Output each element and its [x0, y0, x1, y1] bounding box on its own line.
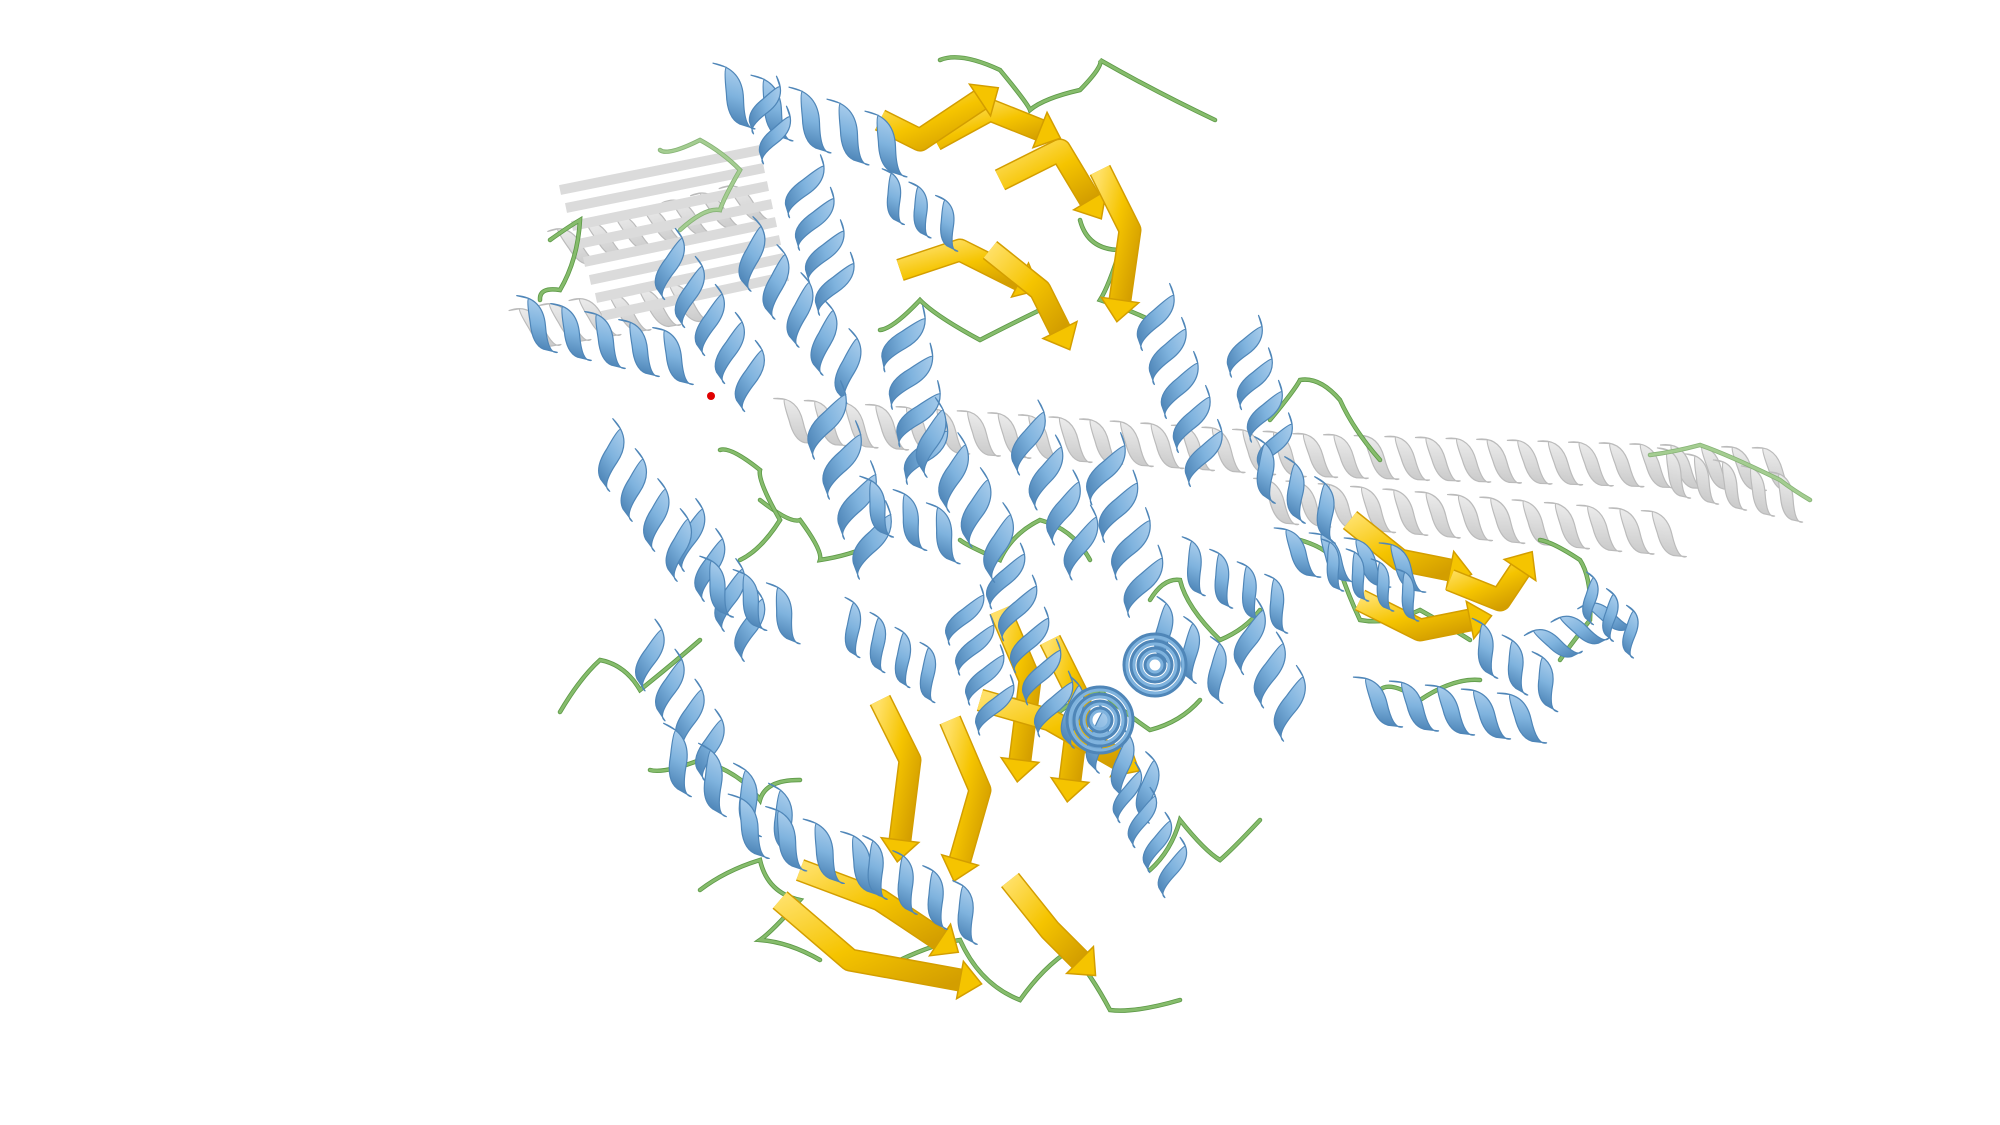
context-loop [1647, 442, 1813, 503]
context-strand [571, 181, 769, 231]
coil-loop [557, 637, 703, 715]
coil-loop [1147, 815, 1263, 873]
alpha-helix [1254, 436, 1336, 544]
beta-strand [1089, 164, 1142, 323]
coil-loop [957, 517, 1093, 563]
alpha-helix [634, 618, 725, 782]
alpha-helix [1112, 761, 1188, 899]
coil-loop [717, 447, 783, 563]
alpha-helices [516, 62, 1639, 945]
alpha-helix [985, 542, 1074, 738]
context-strand [576, 199, 774, 249]
alpha-helix [1086, 432, 1164, 618]
coil-loop [897, 937, 1183, 1013]
alpha-helix [748, 75, 792, 165]
beta-strand [1354, 589, 1493, 642]
beta-strand [994, 138, 1108, 220]
alpha-helix [516, 295, 694, 385]
alpha-helix [881, 168, 959, 252]
coil-loop [877, 296, 1043, 343]
alpha-helix [1352, 676, 1548, 744]
alpha-helix [1226, 314, 1293, 476]
alpha-helix [1582, 571, 1639, 659]
alpha-helix [915, 397, 1014, 583]
coil-loop [537, 215, 583, 303]
beta-strand [772, 891, 983, 1001]
alpha-helix [1523, 602, 1637, 658]
context-strand [565, 163, 765, 213]
coil-loop [1147, 577, 1263, 643]
alpha-helix [738, 216, 862, 404]
alpha-helix [859, 475, 961, 565]
beta-strand [874, 83, 1000, 152]
context-helix [1656, 447, 1804, 523]
alpha-helix [784, 154, 855, 316]
beta-strand [982, 241, 1079, 351]
alpha-helix [1136, 282, 1223, 488]
alpha-helix [1233, 598, 1306, 742]
context-helix [1253, 477, 1687, 558]
alpha-helix [699, 555, 801, 645]
coil-loop [697, 857, 823, 963]
alpha-helix [844, 596, 937, 704]
alpha-helix [881, 305, 949, 485]
beta-strand [869, 694, 922, 863]
alpha-helix [1471, 617, 1559, 713]
coil-loop [937, 55, 1218, 123]
alpha-helix [598, 418, 692, 582]
alpha-helix [1320, 538, 1420, 622]
beta-strand [939, 715, 992, 883]
coil-loop [1267, 377, 1383, 463]
coil-loop [1537, 537, 1593, 663]
ligand-atom [707, 392, 715, 400]
beta-strand [1001, 872, 1097, 977]
alpha-helix [1181, 536, 1289, 634]
alpha-helix [1011, 399, 1099, 581]
helix-end-on [1065, 685, 1135, 755]
context-loop [657, 137, 743, 233]
alpha-helix [654, 227, 765, 413]
beta-strand [1445, 550, 1537, 612]
beta-strand [795, 859, 960, 957]
ligand-atom-marker [707, 392, 715, 400]
helix-end-on [1122, 632, 1188, 698]
alpha-helix [945, 584, 1015, 736]
